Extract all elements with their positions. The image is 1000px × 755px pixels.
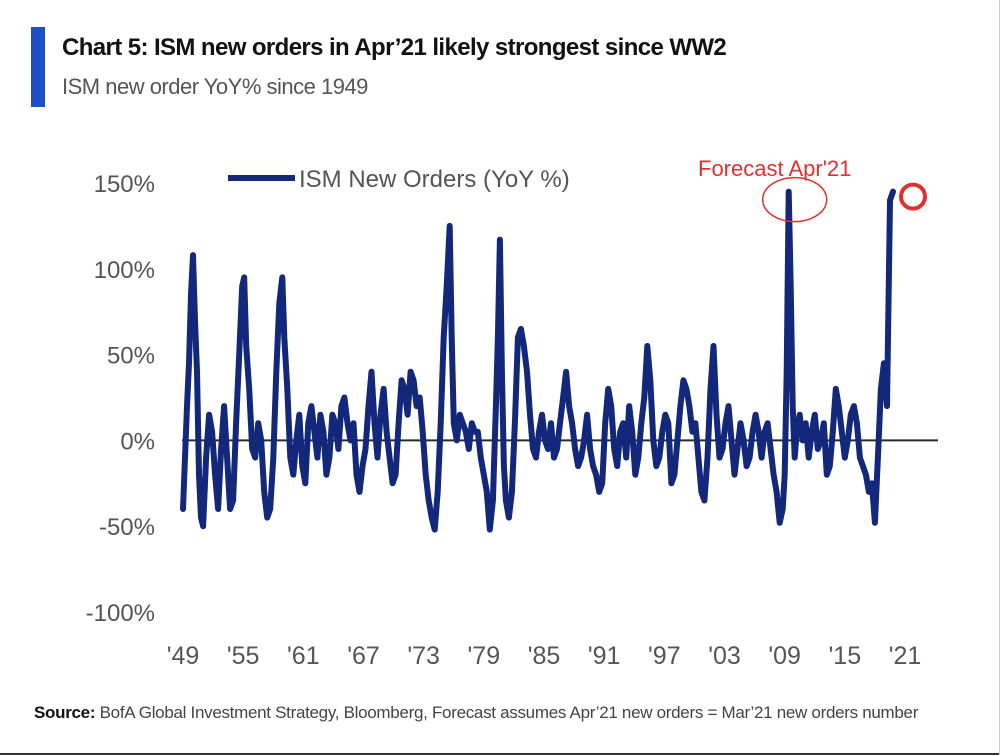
x-tick-label: '97 [648, 642, 681, 670]
y-tick-label: -100% [86, 600, 155, 627]
chart-subtitle: ISM new order YoY% since 1949 [62, 74, 368, 99]
x-tick-label: '85 [528, 642, 561, 670]
y-axis: 150% 100% 50% 0% -50% -100% [86, 171, 155, 627]
source-label: Source: [34, 703, 96, 722]
y-tick-label: 150% [94, 171, 155, 198]
annotation-ellipse-2009 [761, 176, 828, 223]
x-tick-label: '03 [708, 642, 741, 670]
accent-bar [31, 27, 45, 107]
x-tick-label: '79 [468, 642, 501, 670]
annotation-circle-apr21 [899, 182, 928, 211]
source-note: Source: BofA Global Investment Strategy,… [34, 699, 934, 727]
legend: ISM New Orders (YoY %) [228, 166, 570, 193]
x-axis: '49 '55 '61 '67 '73 '79 '85 '91 '97 '03 '09 '15 '21 [167, 642, 922, 670]
x-tick-label: '55 [227, 642, 260, 670]
x-tick-label: '49 [167, 642, 200, 670]
x-tick-label: '61 [287, 642, 320, 670]
annotation-forecast-label: Forecast Apr'21 [698, 156, 851, 181]
y-tick-label: 50% [107, 343, 155, 370]
source-text: BofA Global Investment Strategy, Bloombe… [99, 703, 919, 722]
series-line-ism-new-orders [180, 188, 896, 533]
y-tick-label: 100% [94, 257, 155, 284]
x-tick-label: '91 [588, 642, 621, 670]
x-tick-label: '73 [407, 642, 440, 670]
x-tick-label: '15 [829, 642, 862, 670]
bottom-border [0, 753, 1000, 755]
x-tick-label: '21 [889, 642, 922, 670]
chart-title: Chart 5: ISM new orders in Apr’21 likely… [62, 34, 727, 61]
annotations: Forecast Apr'21 [698, 156, 928, 223]
x-tick-label: '67 [347, 642, 380, 670]
x-tick-label: '09 [768, 642, 801, 670]
y-tick-label: -50% [99, 514, 155, 541]
y-tick-label: 0% [120, 428, 155, 455]
legend-label: ISM New Orders (YoY %) [299, 166, 570, 193]
